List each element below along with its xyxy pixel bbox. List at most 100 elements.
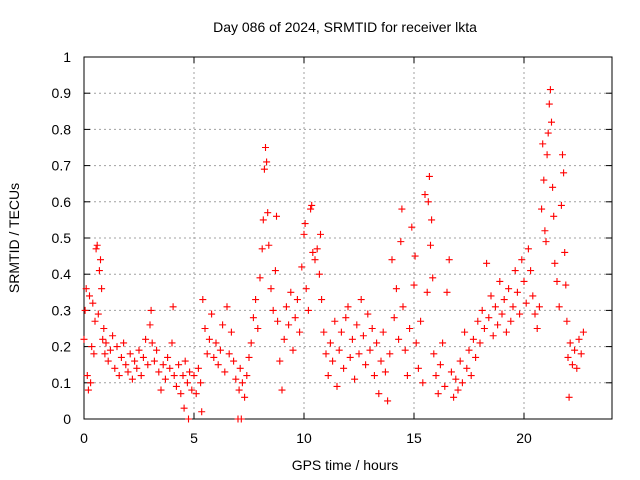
data-point	[91, 317, 99, 325]
data-point	[474, 317, 482, 325]
data-point	[566, 339, 574, 347]
data-point	[337, 328, 345, 336]
data-point	[406, 325, 414, 332]
data-point	[434, 390, 442, 398]
data-point	[520, 277, 528, 285]
data-point	[550, 212, 558, 220]
data-point	[273, 212, 280, 220]
data-point	[507, 317, 515, 325]
data-point	[423, 288, 431, 296]
data-point	[331, 317, 339, 325]
data-point	[298, 263, 306, 271]
data-point	[397, 238, 405, 246]
data-point	[557, 201, 565, 209]
data-point	[359, 332, 367, 340]
data-point	[289, 346, 297, 354]
data-point	[181, 357, 189, 365]
data-point	[280, 335, 288, 343]
data-point	[287, 288, 295, 296]
chart-title: Day 086 of 2024, SRMTID for receiver lkt…	[213, 19, 477, 35]
data-point	[120, 339, 128, 347]
data-point	[524, 245, 532, 253]
data-point	[465, 346, 473, 354]
data-point	[573, 364, 581, 372]
data-point	[441, 382, 449, 390]
data-point	[364, 310, 372, 318]
data-point	[169, 303, 177, 311]
data-point	[94, 310, 102, 318]
data-point	[568, 361, 576, 369]
data-point	[414, 364, 422, 372]
data-point	[335, 346, 343, 354]
data-point	[256, 274, 264, 282]
data-point	[560, 169, 568, 177]
data-point	[237, 415, 245, 423]
data-point	[502, 328, 510, 336]
data-point	[188, 386, 196, 394]
data-point	[104, 357, 112, 365]
data-point	[293, 296, 301, 304]
data-point	[555, 303, 563, 311]
x-tick-label: 10	[296, 430, 312, 446]
data-point	[443, 288, 451, 296]
data-point	[83, 372, 91, 380]
data-point	[89, 299, 97, 307]
data-point	[500, 296, 508, 304]
data-point	[447, 368, 455, 376]
data-point	[117, 353, 125, 361]
data-point	[469, 335, 477, 343]
data-point	[262, 144, 269, 151]
data-point	[161, 375, 169, 383]
y-tick-label: 0.8	[52, 121, 72, 137]
data-point	[375, 390, 383, 398]
data-point	[93, 241, 101, 249]
data-point	[308, 201, 316, 209]
data-point	[236, 364, 244, 372]
data-point	[541, 227, 549, 235]
data-point	[97, 256, 104, 264]
data-point	[395, 335, 403, 343]
data-point	[84, 386, 92, 394]
data-point	[301, 220, 309, 228]
data-point	[198, 408, 206, 416]
data-point	[252, 296, 260, 304]
data-point	[183, 379, 191, 387]
data-point	[285, 321, 293, 329]
y-tick-label: 0.6	[52, 194, 72, 210]
data-point	[230, 357, 238, 365]
data-point	[496, 277, 504, 285]
data-point	[106, 346, 114, 354]
data-point	[542, 238, 550, 246]
data-point	[186, 368, 194, 376]
data-point	[463, 364, 471, 372]
data-point	[427, 241, 434, 249]
data-point	[109, 332, 117, 340]
data-point	[245, 353, 253, 361]
data-point	[419, 379, 427, 387]
data-point	[543, 151, 551, 159]
data-point	[210, 353, 218, 361]
data-point	[260, 165, 268, 173]
data-point	[291, 314, 299, 322]
data-point	[146, 321, 154, 329]
data-point	[386, 350, 394, 358]
data-point	[403, 372, 411, 380]
data-point	[113, 343, 121, 351]
data-point	[180, 404, 188, 412]
data-point	[311, 256, 319, 264]
data-point	[139, 353, 147, 361]
data-point	[551, 259, 559, 267]
data-point	[235, 386, 243, 394]
data-point	[549, 183, 557, 191]
data-point	[205, 335, 213, 343]
data-point	[278, 386, 286, 394]
data-point	[344, 303, 352, 311]
y-tick-label: 0.3	[52, 302, 72, 318]
data-point	[263, 158, 271, 166]
data-point	[559, 151, 566, 159]
data-point	[509, 303, 517, 311]
data-point	[424, 198, 432, 206]
data-point	[302, 285, 310, 293]
data-point	[300, 230, 308, 238]
